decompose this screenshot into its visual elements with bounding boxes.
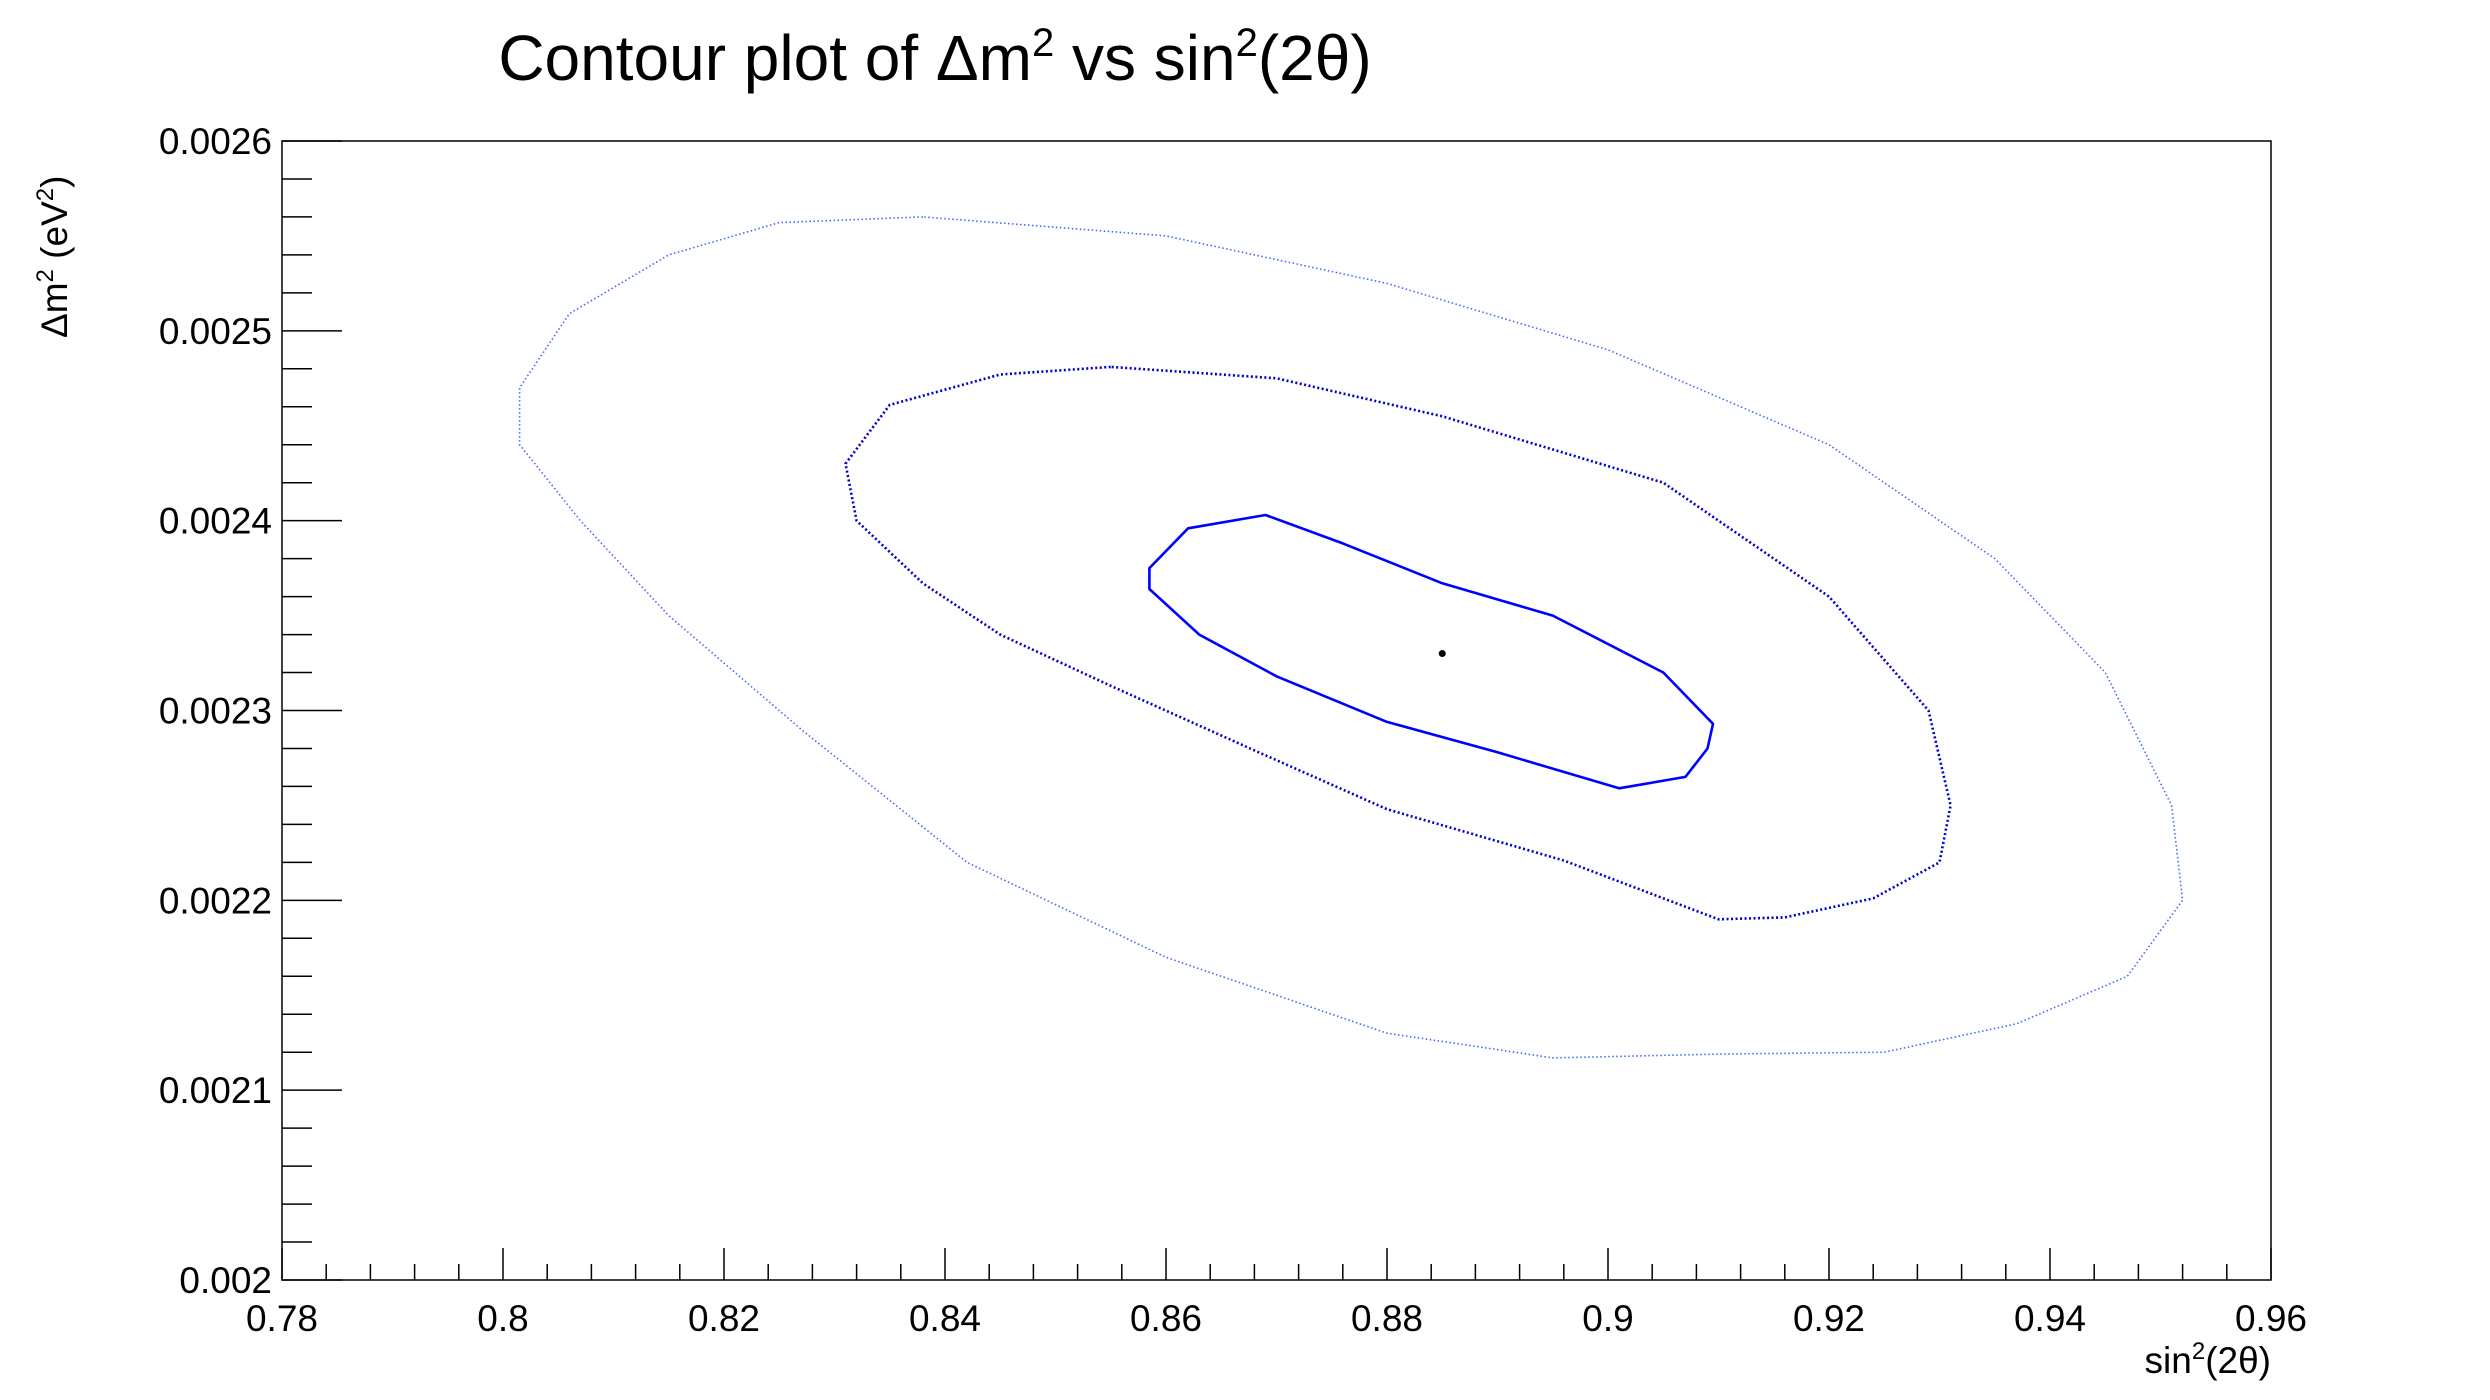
contour-line-1 [1148, 513, 1715, 790]
chart-title-sup2: 2 [1236, 21, 1258, 65]
contour-line-2 [844, 365, 1952, 921]
y-axis-title-suffix: ) [34, 176, 75, 188]
x-tick-label: 0.88 [1351, 1298, 1423, 1339]
best-fit-layer [1438, 650, 1446, 658]
y-tick-label: 0.0024 [159, 501, 272, 542]
x-tick-label: 0.84 [909, 1298, 981, 1339]
y-axis-title-sup2: 2 [32, 188, 59, 201]
x-tick-label: 0.8 [477, 1298, 528, 1339]
x-tick-label: 0.9 [1582, 1298, 1633, 1339]
chart-title-suffix: (2θ) [1258, 22, 1372, 94]
chart-title-sup1: 2 [1032, 21, 1054, 65]
y-tick-label: 0.0022 [159, 880, 272, 921]
x-tick-label: 0.92 [1793, 1298, 1865, 1339]
axis-tick-labels: 0.78 0.8 0.82 0.84 0.86 0.88 0.9 0.92 0.94 0.96 0.… [159, 121, 2307, 1339]
y-axis-title: Δm2 (eV2) [32, 176, 75, 338]
y-tick-label: 0.0025 [159, 311, 272, 352]
y-axis-title-mid: (eV [34, 201, 75, 269]
contour-lines [518, 216, 2184, 1059]
x-tick-label: 0.86 [1130, 1298, 1202, 1339]
chart-title-mid: vs sin [1054, 22, 1235, 94]
x-tick-label: 0.94 [2014, 1298, 2086, 1339]
x-tick-label: 0.82 [688, 1298, 760, 1339]
y-tick-label: 0.0026 [159, 121, 272, 162]
x-axis-title-text: sin [2145, 1340, 2192, 1381]
best-fit-point [1438, 650, 1446, 658]
x-axis-title-sup: 2 [2192, 1338, 2205, 1365]
chart-title-text: Contour plot of Δm [498, 22, 1032, 94]
y-axis-title-text: Δm [34, 282, 75, 338]
y-tick-label: 0.002 [179, 1260, 272, 1301]
chart-title: Contour plot of Δm2 vs sin2(2θ) [498, 21, 1371, 94]
x-tick-label: 0.96 [2235, 1298, 2307, 1339]
contour-line-3 [518, 216, 2184, 1059]
axis-ticks [281, 140, 2272, 1281]
x-tick-label: 0.78 [246, 1298, 318, 1339]
y-tick-label: 0.0023 [159, 691, 272, 732]
x-axis-title-suffix: (2θ) [2205, 1340, 2271, 1381]
x-axis-title: sin2(2θ) [2145, 1338, 2271, 1381]
y-tick-label: 0.0021 [159, 1070, 272, 1111]
y-axis-title-sup1: 2 [32, 269, 59, 282]
